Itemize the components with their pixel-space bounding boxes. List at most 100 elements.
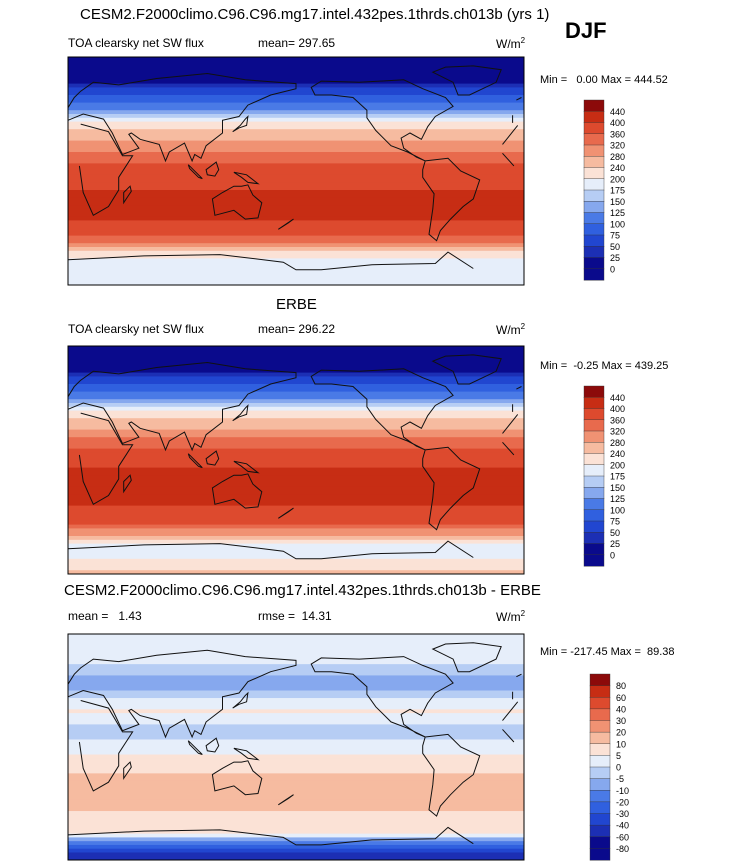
heatmap-band	[68, 212, 524, 218]
panel2-units: W/m2	[496, 322, 526, 337]
colorbar-swatch	[589, 673, 611, 687]
coastline-madagascar	[123, 474, 132, 494]
coastline-new-zealand	[278, 507, 294, 519]
heatmap-band	[68, 826, 524, 831]
heatmap-band	[68, 376, 524, 381]
heatmap-band	[68, 433, 524, 438]
colorbar-swatch	[583, 543, 605, 556]
heatmap-band	[68, 102, 524, 107]
heatmap-band	[68, 391, 524, 396]
heatmap-band	[68, 106, 524, 111]
coastline-uk	[516, 97, 522, 101]
heatmap-band	[68, 686, 524, 691]
colorbar-tick-label: 400	[610, 404, 625, 414]
coastline-new-zealand	[278, 794, 294, 806]
heatmap-band	[68, 163, 524, 168]
colorbar-swatch	[583, 509, 605, 522]
colorbar-swatch	[589, 848, 611, 861]
heatmap-band	[68, 205, 524, 210]
heatmap-band	[68, 159, 524, 164]
coastline-australia	[211, 760, 263, 796]
coastline-new-guinea	[233, 747, 260, 761]
heatmap-band	[68, 395, 524, 400]
heatmap-band	[68, 513, 524, 518]
colorbar-swatch	[583, 532, 605, 545]
colorbar-tick-label: 400	[610, 118, 625, 128]
colorbar-tick-label: 150	[610, 197, 625, 207]
coastline-new-zealand	[278, 218, 294, 230]
coastline-europe-asia	[67, 649, 514, 739]
heatmap-band	[68, 171, 524, 176]
heatmap-band	[68, 60, 524, 66]
heatmap-band	[68, 679, 524, 684]
heatmap-band	[68, 368, 524, 374]
heatmap-band	[68, 266, 524, 271]
heatmap-band	[68, 856, 524, 861]
heatmap-band	[68, 79, 524, 85]
colorbar-swatch	[583, 99, 605, 112]
colorbar-swatch	[583, 167, 605, 180]
heatmap-band	[68, 247, 524, 252]
colorbar-swatch	[583, 189, 605, 202]
heatmap-band	[68, 258, 524, 263]
colorbar-swatch	[583, 257, 605, 270]
heatmap-band	[68, 471, 524, 476]
heatmap-band	[68, 543, 524, 548]
panel3-rmse: rmse = 14.31	[258, 609, 332, 623]
heatmap-band	[68, 536, 524, 541]
heatmap-band	[68, 724, 524, 729]
heatmap-band	[68, 190, 524, 195]
heatmap-band	[68, 667, 524, 673]
heatmap-band	[68, 547, 524, 552]
heatmap-band	[68, 68, 524, 73]
heatmap-band	[68, 57, 524, 62]
heatmap-band	[68, 743, 524, 748]
map-frame	[67, 633, 525, 861]
coastline-uk	[516, 673, 522, 678]
map-frame	[67, 56, 525, 286]
heatmap-band	[68, 357, 524, 362]
heatmap-band	[68, 494, 524, 499]
heatmap-band	[68, 720, 524, 725]
colorbar-tick-label: 360	[610, 129, 625, 139]
heatmap-band	[68, 490, 524, 495]
heatmap-band	[68, 429, 524, 434]
heatmap-band	[68, 117, 524, 123]
colorbar-tick-label: 175	[610, 472, 625, 482]
heatmap-band	[68, 501, 524, 507]
heatmap-band	[68, 705, 524, 710]
coastline-africa	[78, 700, 519, 792]
colorbar-tick-label: -60	[616, 832, 629, 842]
panel3-map	[67, 633, 525, 861]
coastline-new-guinea	[233, 171, 260, 185]
heatmap-band	[68, 437, 524, 442]
heatmap-band	[68, 750, 524, 756]
panel1-variable: TOA clearsky net SW flux	[68, 36, 204, 50]
heatmap-band	[68, 555, 524, 560]
heatmap-band	[68, 739, 524, 744]
colorbar-tick-label: -5	[616, 774, 624, 784]
heatmap-band	[68, 422, 524, 427]
heatmap-band	[68, 201, 524, 206]
heatmap-band	[68, 777, 524, 782]
colorbar-tick-label: 320	[610, 141, 625, 151]
colorbar-swatch	[583, 487, 605, 500]
colorbar-tick-label: 30	[616, 716, 626, 726]
panel3-title: CESM2.F2000climo.C96.C96.mg17.intel.432p…	[64, 582, 541, 599]
heatmap-band	[68, 675, 524, 680]
heatmap-band	[68, 735, 524, 740]
colorbar-swatch	[589, 720, 611, 733]
colorbar-swatch	[589, 824, 611, 838]
colorbar-swatch	[589, 801, 611, 815]
colorbar-tick-label: 75	[610, 231, 620, 241]
coastline-north-america	[310, 656, 454, 738]
heatmap-band	[68, 346, 524, 351]
heatmap-band	[68, 758, 524, 763]
panel1-map	[67, 56, 525, 286]
coastline-africa	[78, 123, 519, 217]
heatmap-band	[68, 133, 524, 138]
colorbar-tick-label: 440	[610, 107, 625, 117]
coastline-europe-asia	[67, 361, 514, 452]
heatmap-band	[68, 716, 524, 722]
